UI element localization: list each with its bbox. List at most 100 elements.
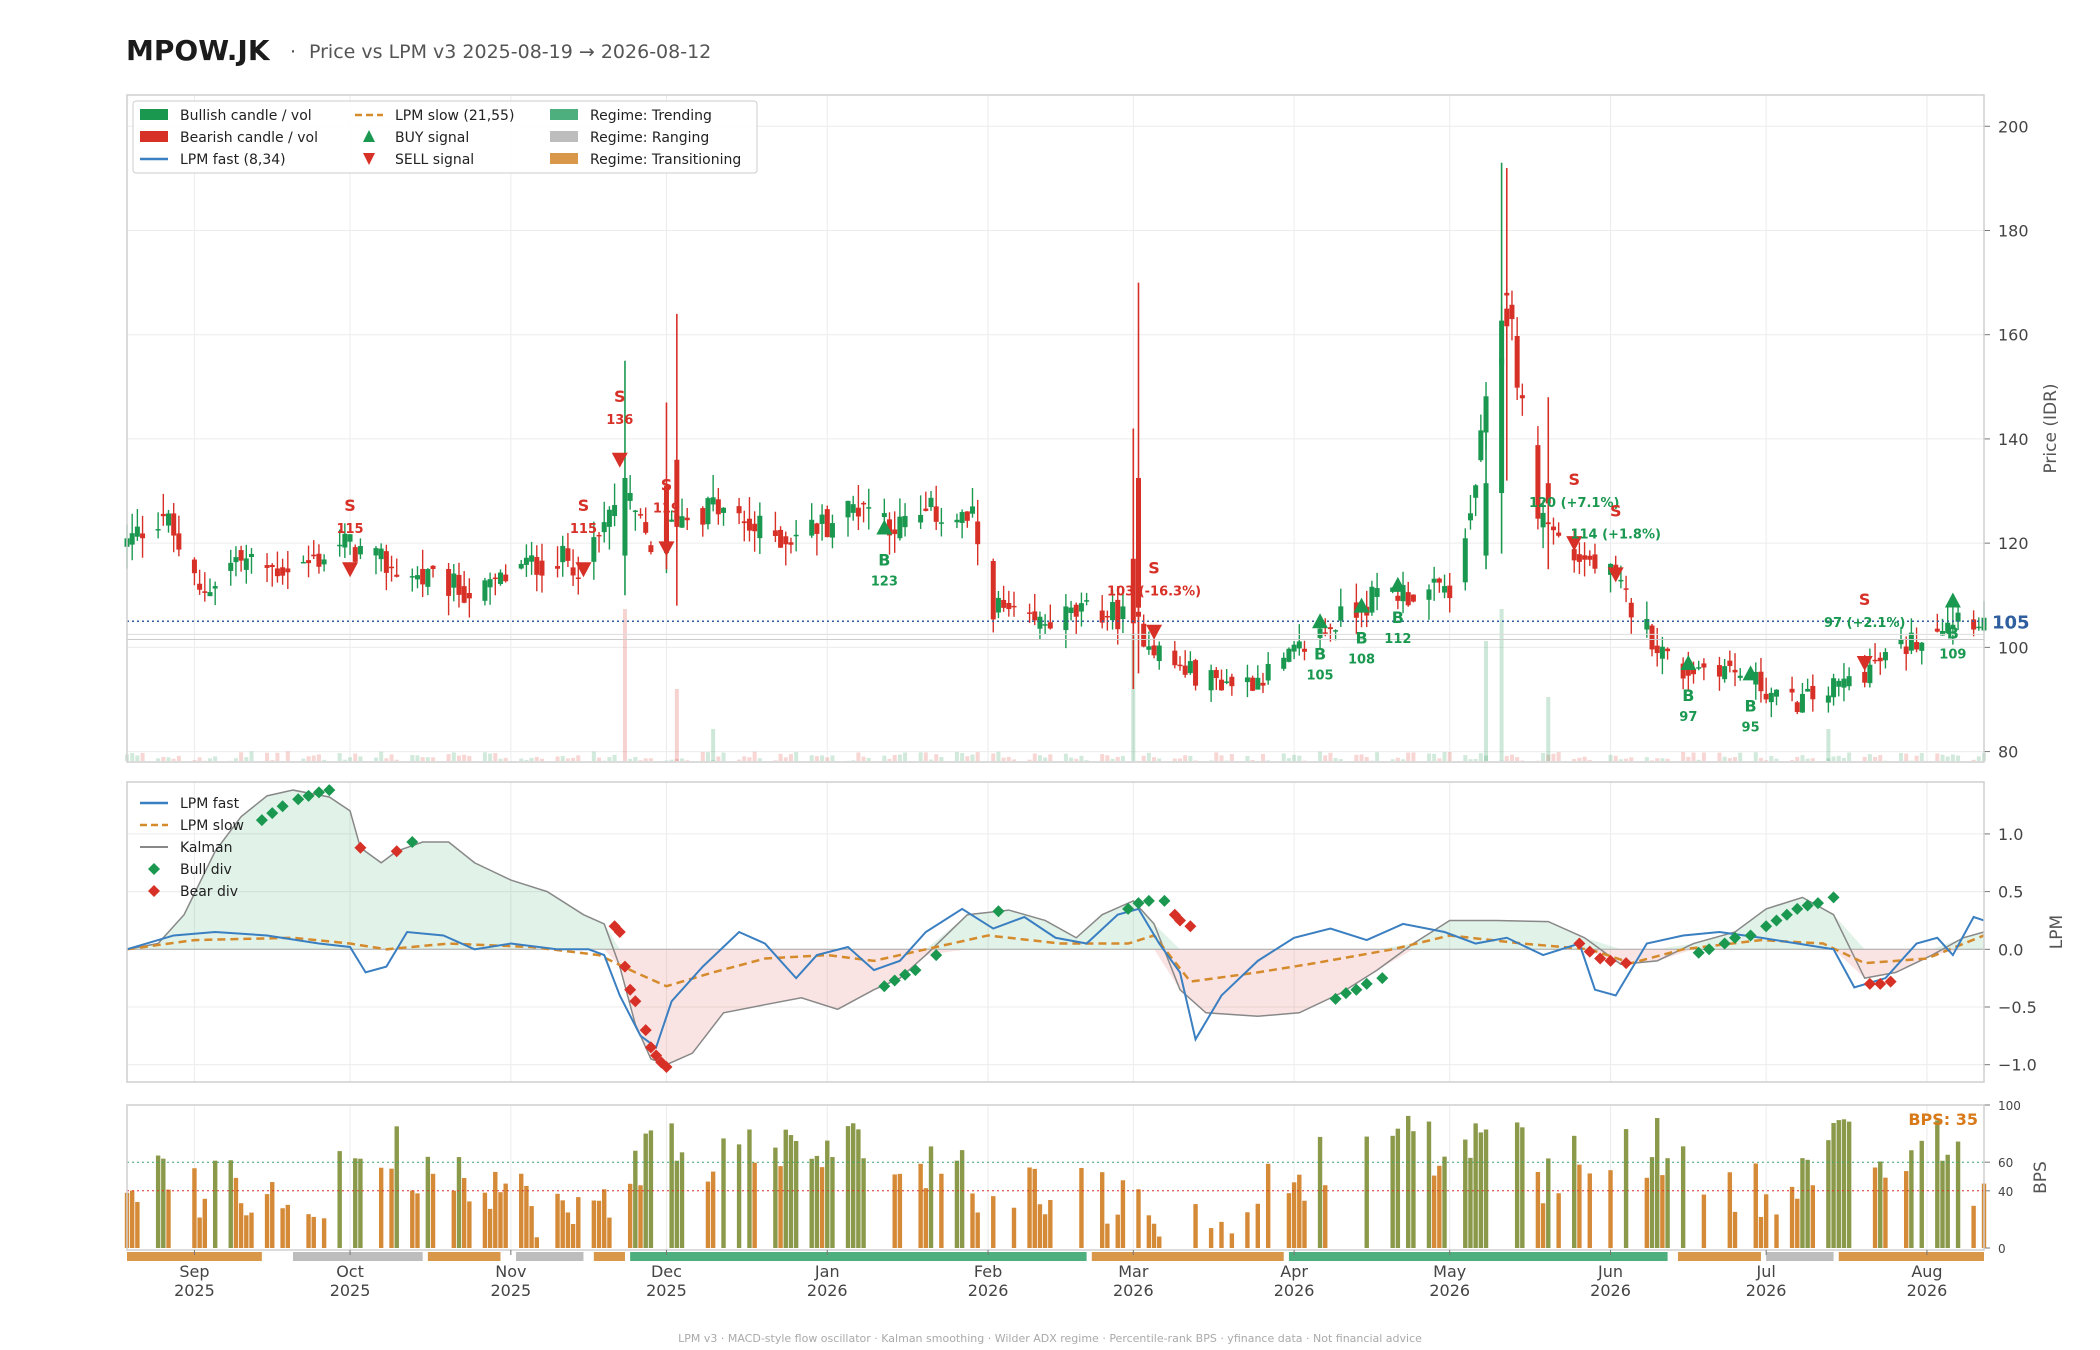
bull-div-marker: [1760, 920, 1773, 933]
volume-bar: [207, 758, 212, 761]
volume-bar: [664, 760, 669, 761]
volume-bar: [1141, 755, 1146, 761]
volume-bar: [1219, 755, 1224, 761]
bull-div-marker: [888, 974, 901, 987]
candle-body: [1172, 650, 1178, 666]
volume-bar: [788, 754, 793, 761]
candle-body: [1774, 689, 1780, 697]
candle-body: [1722, 666, 1728, 680]
price-tick-label: 180: [1998, 221, 2029, 240]
header-separator: ·: [290, 41, 296, 63]
candle-body: [970, 506, 976, 514]
volume-bar: [939, 756, 944, 761]
bull-div-marker: [878, 980, 891, 993]
candle-body: [1250, 677, 1256, 691]
sell-signal-letter: S: [1610, 501, 1622, 520]
bps-bar: [1701, 1194, 1707, 1248]
candle-body: [134, 526, 140, 537]
candle-body: [1151, 645, 1157, 656]
candle-body: [1763, 693, 1769, 700]
bps-bar: [1032, 1168, 1037, 1248]
bps-bar: [1644, 1177, 1650, 1248]
volume-bar: [451, 752, 456, 761]
volume-bar: [1193, 760, 1198, 761]
bull-div-marker: [1339, 987, 1352, 1000]
bear-div-marker: [1573, 937, 1586, 950]
candle-body: [347, 534, 353, 542]
bps-bar: [1105, 1223, 1110, 1248]
bps-bar: [1286, 1193, 1292, 1248]
bps-bar: [923, 1188, 929, 1248]
bear-div-marker: [354, 841, 367, 854]
candle-body: [529, 555, 535, 562]
lpm-slow-line: [126, 934, 1985, 988]
sell-signal-letter: S: [344, 496, 356, 515]
x-tick-year: 2025: [646, 1281, 687, 1300]
volume-bar: [1577, 757, 1582, 761]
candle-body: [1146, 646, 1152, 650]
sell-signal-value: 115: [570, 522, 597, 537]
bps-bar: [1245, 1212, 1250, 1248]
volume-bar: [431, 757, 436, 761]
sell-signal-value: 115: [336, 522, 363, 537]
bps-bar: [1660, 1175, 1665, 1248]
candle-body: [715, 499, 721, 515]
volume-bar: [130, 753, 135, 761]
regime-band: [630, 1252, 1087, 1261]
volume-bar: [648, 758, 653, 761]
volume-bar: [311, 755, 316, 761]
volume-bar: [1841, 757, 1846, 761]
volume-bar: [1701, 752, 1706, 761]
candle-body: [1011, 605, 1017, 608]
candle-body: [1115, 599, 1121, 630]
candle-body: [1317, 628, 1323, 638]
candle-body: [1042, 624, 1048, 626]
bps-bar: [1572, 1135, 1577, 1248]
bull-div-marker: [406, 836, 419, 848]
bps-bar: [129, 1190, 135, 1248]
bear-div-marker: [660, 1061, 673, 1073]
volume-bar: [1006, 756, 1011, 761]
candle-body: [788, 542, 794, 545]
sell-signal-value: 103 (-16.3%): [1107, 585, 1201, 600]
buy-signal-marker: [876, 519, 893, 535]
x-tick-year: 2026: [807, 1281, 848, 1300]
volume-bar: [742, 756, 747, 761]
bps-bar: [1406, 1115, 1411, 1248]
candle-body: [389, 566, 395, 569]
volume-bar: [1375, 752, 1380, 761]
bull-div-marker: [1812, 897, 1825, 910]
kalman-positive-area: [127, 790, 1984, 950]
bps-bar: [306, 1214, 311, 1248]
bps-bar: [493, 1171, 498, 1248]
volume-spike-bar: [1499, 609, 1504, 761]
bps-bar: [1426, 1121, 1432, 1248]
candle-body: [1322, 632, 1328, 634]
candle-spike-body: [1135, 478, 1141, 608]
volume-bar: [275, 752, 280, 761]
legend-entry-label: LPM fast (8,34): [180, 152, 286, 168]
volume-spike-bar: [1131, 633, 1136, 761]
volume-bar: [628, 758, 633, 761]
volume-bar: [1758, 757, 1763, 761]
volume-bar: [529, 757, 534, 761]
bps-bar: [773, 1147, 778, 1248]
volume-bar: [1655, 758, 1660, 761]
volume-bar: [1717, 752, 1722, 761]
candle-body: [1934, 628, 1940, 632]
candle-body: [855, 507, 861, 517]
kalman-line: [126, 789, 1985, 1066]
candle-body: [1940, 630, 1946, 636]
volume-bar: [892, 754, 897, 761]
candle-body: [357, 546, 363, 555]
volume-bar: [773, 760, 778, 761]
candle-body: [684, 517, 690, 521]
volume-bar: [954, 752, 959, 761]
bull-div-marker: [1703, 943, 1716, 956]
volume-bar: [721, 752, 726, 761]
candle-body: [160, 513, 166, 517]
bps-current-label: BPS: 35: [1908, 1110, 1978, 1129]
bps-bar: [1219, 1221, 1224, 1248]
bps-bar: [1753, 1163, 1758, 1248]
bps-bar: [135, 1202, 140, 1248]
